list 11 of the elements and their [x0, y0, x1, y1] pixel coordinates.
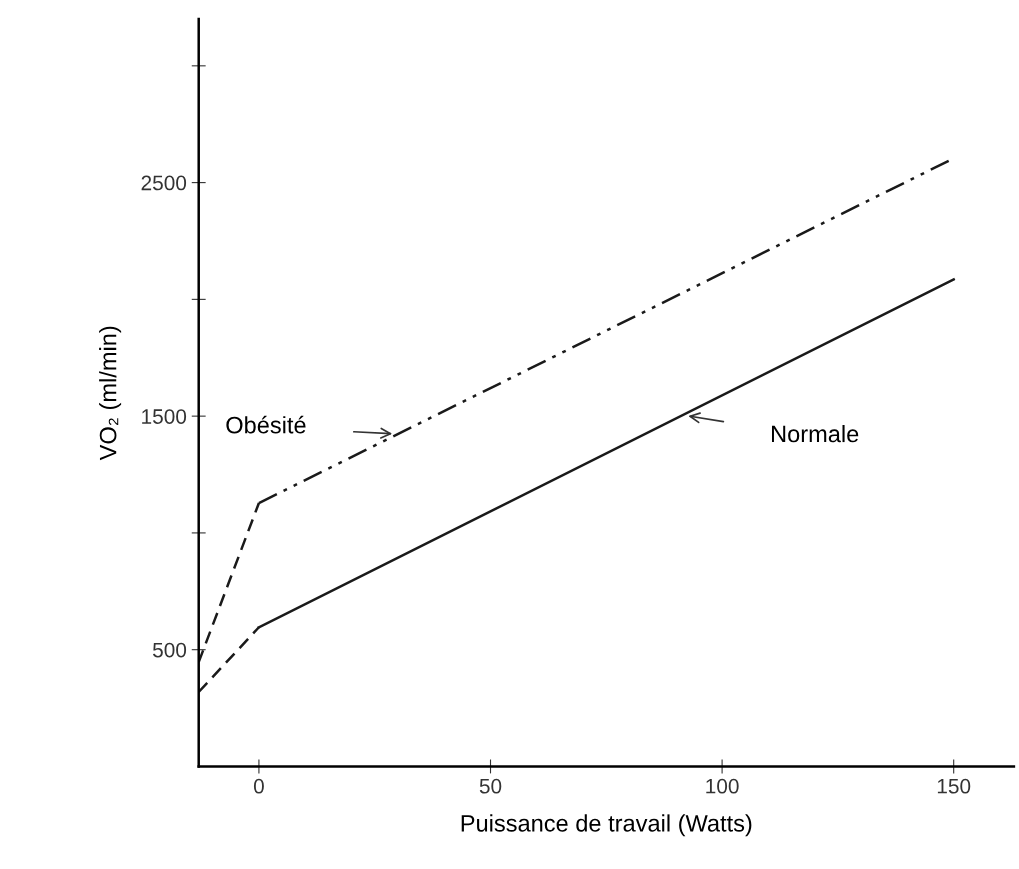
x-tick-label: 0: [253, 778, 264, 794]
x-tick-label: 150: [937, 778, 971, 794]
y-tick-label: 2500: [141, 175, 187, 191]
y-tick-label: 1500: [142, 409, 187, 424]
text: Normale: [772, 424, 859, 443]
x-tick-label: 50: [479, 778, 502, 794]
y-axis-title: VO₂ (ml/min): [99, 326, 122, 461]
x-axis-title: Puissance de travail (Watts): [461, 814, 752, 837]
x-tick-label: 100: [706, 778, 739, 794]
y-tick-label: 500: [152, 642, 187, 658]
series-label: Obésité: [226, 415, 306, 434]
